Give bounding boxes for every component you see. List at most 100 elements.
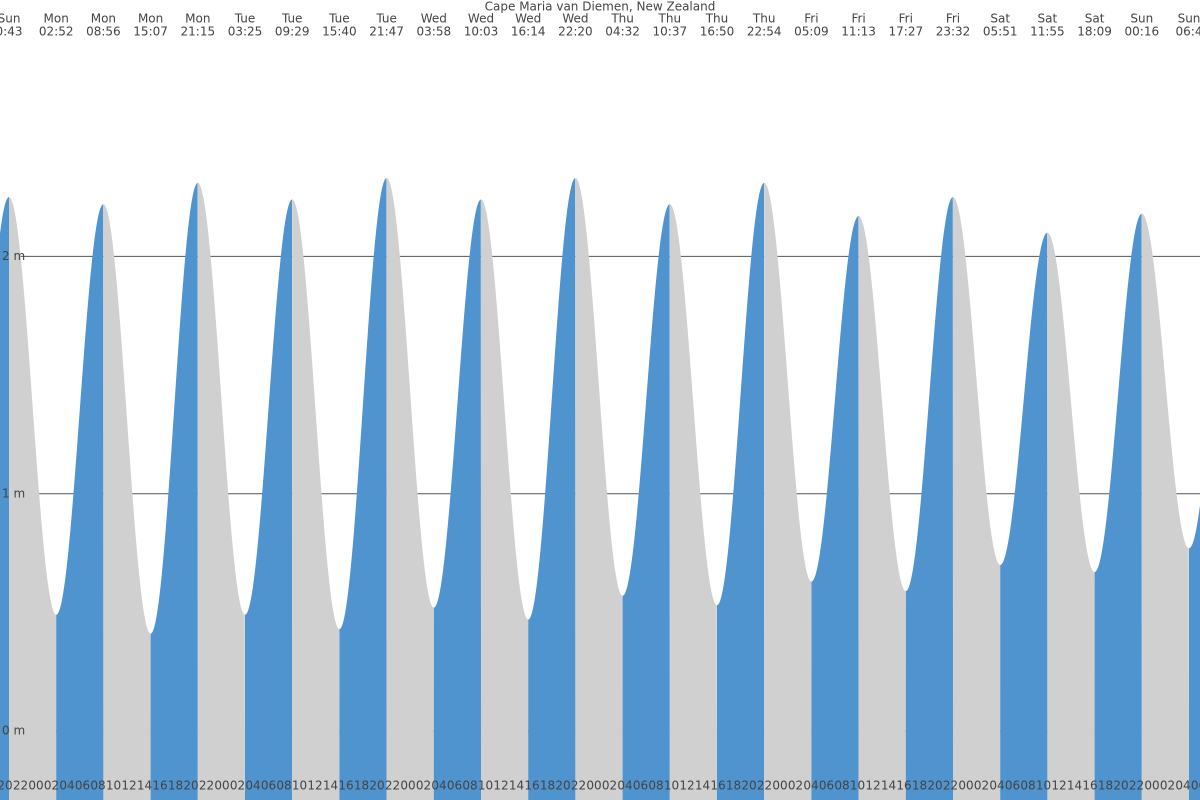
rising-tide [339, 178, 387, 800]
x-tick-label: 20 [1113, 779, 1128, 793]
x-tick-label: 18 [168, 779, 183, 793]
falling-tide [103, 204, 151, 800]
extreme-day: Sun [0, 12, 20, 26]
extreme-day: Tue [281, 12, 303, 26]
extreme-time: 04:32 [605, 25, 640, 39]
rising-tide [56, 204, 104, 800]
x-tick-label: 08 [834, 779, 849, 793]
extreme-time: 00:16 [1125, 25, 1160, 39]
rising-tide [717, 182, 765, 800]
y-tick-label: 1 m [2, 486, 25, 500]
rising-tide [528, 178, 576, 800]
extreme-time: 08:56 [86, 25, 121, 39]
extreme-time: 21:47 [369, 25, 404, 39]
x-tick-label: 04 [245, 779, 260, 793]
x-tick-label: 16 [710, 779, 725, 793]
extreme-time: 05:09 [794, 25, 829, 39]
x-tick-label: 18 [354, 779, 369, 793]
extreme-day: Thu [752, 12, 776, 26]
x-tick-label: 22 [571, 779, 586, 793]
rising-tide [150, 182, 198, 800]
extreme-time: 03:58 [417, 25, 452, 39]
extreme-time: 05:51 [983, 25, 1018, 39]
x-tick-label: 02 [788, 779, 803, 793]
x-tick-label: 18 [1098, 779, 1113, 793]
falling-tide [575, 178, 623, 800]
falling-tide [9, 197, 57, 800]
extreme-day: Wed [421, 12, 447, 26]
x-tick-label: 06 [261, 779, 276, 793]
x-tick-label: 04 [1175, 779, 1190, 793]
x-tick-label: 00 [958, 779, 973, 793]
x-tick-label: 14 [695, 779, 710, 793]
x-tick-label: 04 [803, 779, 818, 793]
extreme-time: 16:14 [511, 25, 546, 39]
rising-tide [1189, 505, 1200, 800]
x-tick-label: 20 [741, 779, 756, 793]
x-tick-label: 02 [602, 779, 617, 793]
x-tick-label: 08 [90, 779, 105, 793]
falling-tide [858, 216, 906, 800]
x-tick-label: 16 [1082, 779, 1097, 793]
falling-tide [292, 199, 340, 800]
x-tick-label: 16 [524, 779, 539, 793]
x-tick-label: 04 [431, 779, 446, 793]
extreme-day: Sun [1178, 12, 1200, 26]
extreme-day: Wed [515, 12, 541, 26]
extreme-day: Thu [658, 12, 682, 26]
extreme-day: Thu [610, 12, 634, 26]
x-tick-label: 06 [75, 779, 90, 793]
x-tick-label: 16 [896, 779, 911, 793]
x-tick-label: 08 [1020, 779, 1035, 793]
extreme-time: 16:50 [700, 25, 735, 39]
extreme-time: 21:15 [181, 25, 216, 39]
x-tick-label: 14 [137, 779, 152, 793]
x-tick-label: 10 [106, 779, 121, 793]
extreme-time: 11:13 [841, 25, 876, 39]
extreme-day: Fri [851, 12, 865, 26]
x-tick-label: 18 [912, 779, 927, 793]
rising-tide [1000, 232, 1048, 800]
x-tick-label: 12 [1051, 779, 1066, 793]
extreme-time: 15:07 [133, 25, 168, 39]
extreme-day: Mon [138, 12, 163, 26]
falling-tide [1047, 232, 1095, 800]
x-tick-label: 04 [989, 779, 1004, 793]
x-tick-label: 04 [617, 779, 632, 793]
falling-tide [386, 178, 434, 800]
extreme-day: Tue [234, 12, 256, 26]
extreme-day: Mon [91, 12, 116, 26]
x-tick-label: 10 [292, 779, 307, 793]
falling-tide [1141, 213, 1189, 800]
x-tick-label: 20 [927, 779, 942, 793]
extreme-day: Wed [562, 12, 588, 26]
x-tick-label: 04 [59, 779, 74, 793]
rising-tide [905, 197, 953, 800]
x-tick-label: 12 [493, 779, 508, 793]
x-tick-label: 22 [757, 779, 772, 793]
x-tick-label: 06 [447, 779, 462, 793]
falling-tide [481, 199, 529, 800]
x-tick-label: 20 [183, 779, 198, 793]
extreme-time: 10:03 [464, 25, 499, 39]
extreme-time: 22:20 [558, 25, 593, 39]
x-tick-label: 00 [1144, 779, 1159, 793]
x-tick-label: 06 [1191, 779, 1200, 793]
falling-tide [953, 197, 1001, 800]
extreme-day: Fri [899, 12, 913, 26]
extreme-time: 0:43 [0, 25, 22, 39]
x-tick-label: 00 [400, 779, 415, 793]
extreme-time: 23:32 [936, 25, 971, 39]
rising-tide [433, 199, 481, 800]
chart-title: Cape Maria van Diemen, New Zealand [485, 0, 716, 14]
x-tick-label: 18 [540, 779, 555, 793]
x-tick-label: 12 [865, 779, 880, 793]
extreme-time: 17:27 [889, 25, 924, 39]
rising-tide [0, 197, 9, 800]
x-tick-label: 20 [555, 779, 570, 793]
x-tick-label: 12 [307, 779, 322, 793]
x-tick-label: 12 [121, 779, 136, 793]
rising-tide [622, 204, 670, 800]
x-tick-label: 22 [199, 779, 214, 793]
